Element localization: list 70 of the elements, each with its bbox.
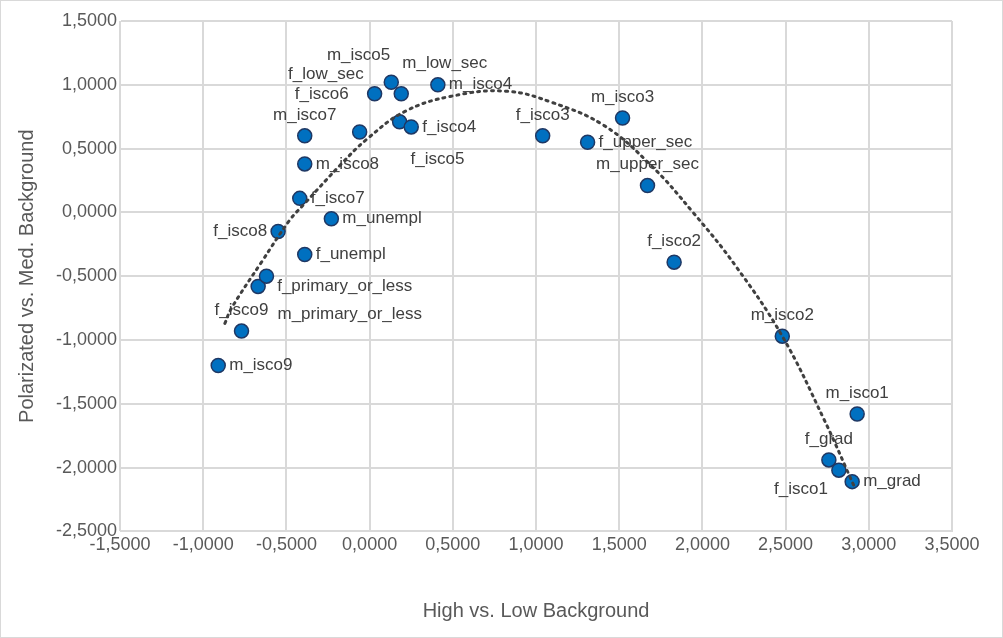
annotation: m_isco3 <box>590 86 655 106</box>
annotation: m_isco2 <box>750 304 814 324</box>
point <box>393 85 409 102</box>
point <box>210 357 226 374</box>
x-tick-label: 1,0000 <box>508 534 564 555</box>
point <box>579 134 596 150</box>
x-tick-label: 0,0000 <box>342 534 398 555</box>
annotation: m_isco1 <box>825 382 889 402</box>
annotation: f_unempl <box>315 244 386 264</box>
annotation: m_primary_or_less <box>277 303 423 323</box>
annotation: f_isco2 <box>647 230 702 250</box>
annotation: m_grad <box>863 471 921 491</box>
y-tick-label: -1,0000 <box>55 328 118 349</box>
annotation: f_low_sec <box>288 64 365 84</box>
point <box>614 110 631 126</box>
annotation: f_isco5 <box>410 149 465 169</box>
annotation: f_isco3 <box>515 104 570 124</box>
point <box>250 278 266 295</box>
point <box>639 177 656 194</box>
annotation: m_isco4 <box>448 74 513 94</box>
annotation: f_isco9 <box>214 299 269 319</box>
point <box>534 128 551 144</box>
annotation: f_upper_sec <box>598 131 693 151</box>
annotation: f_isco6 <box>294 83 349 103</box>
annotation: f_isco4 <box>422 116 477 136</box>
x-tick-label: 1,5000 <box>591 534 647 555</box>
point <box>849 406 865 422</box>
point <box>351 124 368 140</box>
y-tick-label: -1,5000 <box>55 392 118 413</box>
y-tick-label: -0,5000 <box>55 265 118 286</box>
annotation: f_isco7 <box>310 188 365 208</box>
annotation: f_isco8 <box>213 221 268 241</box>
point <box>296 246 313 263</box>
point <box>258 268 275 284</box>
x-tick-label: 2,5000 <box>758 534 814 555</box>
annotation: m_unempl <box>342 208 422 228</box>
point <box>366 85 383 102</box>
x-axis-title: High vs. Low Background <box>422 598 650 621</box>
point <box>296 128 313 144</box>
point <box>430 77 446 93</box>
point <box>831 462 847 478</box>
y-tick-label: 0,0000 <box>61 201 118 222</box>
annotation: m_upper_sec <box>596 154 700 174</box>
y-axis-title: Polarizated vs. Med. Background <box>14 129 37 423</box>
x-tick-label: 3,5000 <box>924 534 980 555</box>
x-tick-label: 3,0000 <box>841 534 897 555</box>
point <box>821 452 837 468</box>
point <box>323 211 340 227</box>
x-tick-label: 2,0000 <box>674 534 730 555</box>
annotation: m_isco9 <box>229 355 293 375</box>
annotation: f_primary_or_less <box>277 276 413 296</box>
annotation: f_isco1 <box>773 478 828 498</box>
annotation: m_isco5 <box>326 45 391 65</box>
annotation: m_low_sec <box>402 52 488 72</box>
point <box>666 254 682 270</box>
point <box>383 74 400 90</box>
y-tick-label: 1,0000 <box>61 73 118 94</box>
x-tick-label: 0,5000 <box>425 534 481 555</box>
annotation: f_grad <box>804 428 853 448</box>
y-tick-label: 0,5000 <box>61 137 118 158</box>
point <box>403 119 419 135</box>
annotation: m_isco7 <box>273 104 337 124</box>
x-tick-label: -0,5000 <box>255 534 317 555</box>
point <box>296 156 313 172</box>
point <box>233 323 250 339</box>
annotation: m_isco8 <box>315 153 380 173</box>
point <box>292 190 308 207</box>
x-tick-label: -1,0000 <box>172 534 234 555</box>
y-tick-label: 1,5000 <box>61 9 118 30</box>
y-tick-label: -2,0000 <box>55 456 118 477</box>
